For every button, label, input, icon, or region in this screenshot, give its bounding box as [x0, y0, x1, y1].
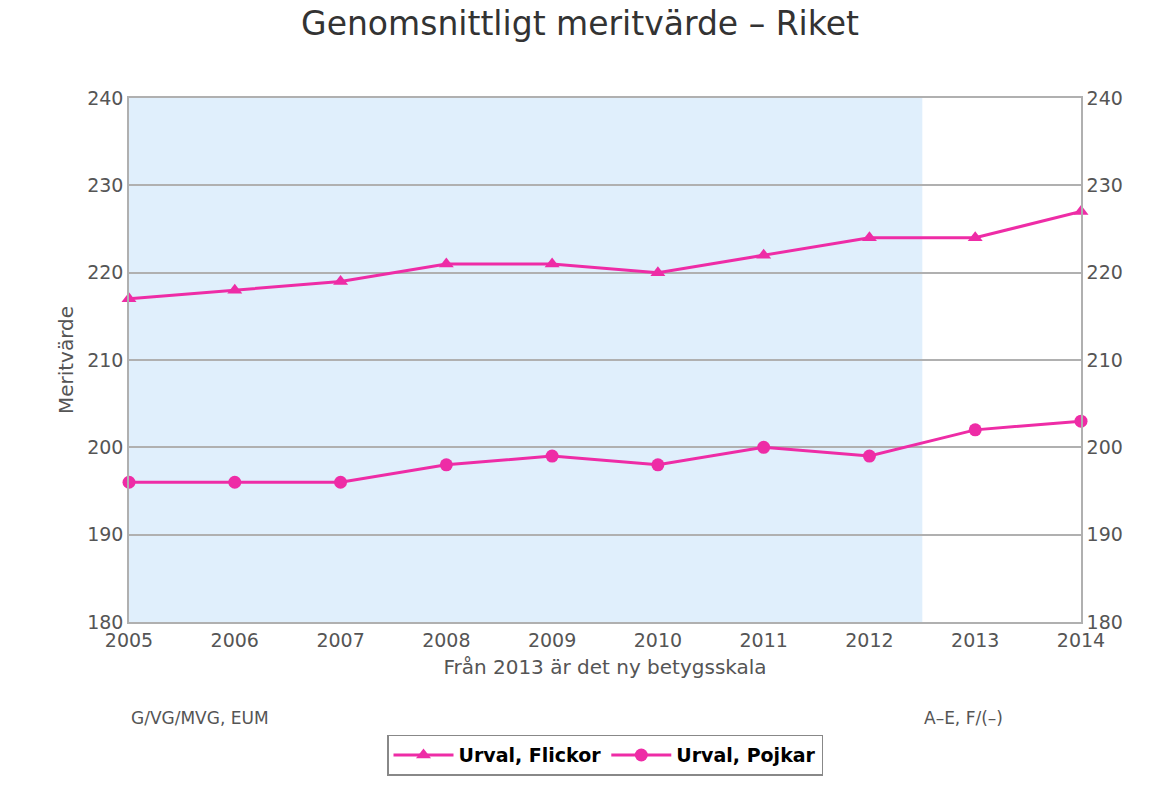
svg-text:230: 230 [87, 174, 123, 196]
svg-text:2008: 2008 [422, 629, 470, 651]
svg-text:220: 220 [87, 261, 123, 283]
svg-text:2009: 2009 [528, 629, 576, 651]
svg-text:2010: 2010 [634, 629, 682, 651]
svg-text:G/VG/MVG, EUM: G/VG/MVG, EUM [131, 708, 269, 728]
svg-text:210: 210 [1087, 349, 1123, 371]
svg-text:210: 210 [87, 349, 123, 371]
svg-text:Genomsnittligt meritvärde – Ri: Genomsnittligt meritvärde – Riket [301, 4, 859, 43]
svg-text:180: 180 [1087, 611, 1123, 633]
svg-text:2013: 2013 [951, 629, 999, 651]
svg-text:2007: 2007 [316, 629, 364, 651]
svg-text:220: 220 [1087, 261, 1123, 283]
svg-text:Urval, Flickor: Urval, Flickor [459, 744, 602, 766]
svg-text:Urval, Pojkar: Urval, Pojkar [676, 744, 815, 766]
svg-text:2011: 2011 [739, 629, 787, 651]
svg-text:Från 2013 är det ny betygsskal: Från 2013 är det ny betygsskala [443, 655, 766, 679]
svg-text:180: 180 [87, 611, 123, 633]
svg-text:2012: 2012 [845, 629, 893, 651]
svg-text:2006: 2006 [211, 629, 259, 651]
svg-text:Meritvärde: Meritvärde [54, 306, 78, 414]
svg-text:240: 240 [1087, 87, 1123, 109]
svg-text:190: 190 [87, 523, 123, 545]
svg-text:200: 200 [87, 436, 123, 458]
svg-text:190: 190 [1087, 523, 1123, 545]
svg-text:200: 200 [1087, 436, 1123, 458]
svg-text:240: 240 [87, 87, 123, 109]
svg-text:230: 230 [1087, 174, 1123, 196]
svg-text:2014: 2014 [1057, 629, 1105, 651]
svg-text:A–E, F/(–): A–E, F/(–) [924, 708, 1003, 728]
svg-text:2005: 2005 [105, 629, 153, 651]
